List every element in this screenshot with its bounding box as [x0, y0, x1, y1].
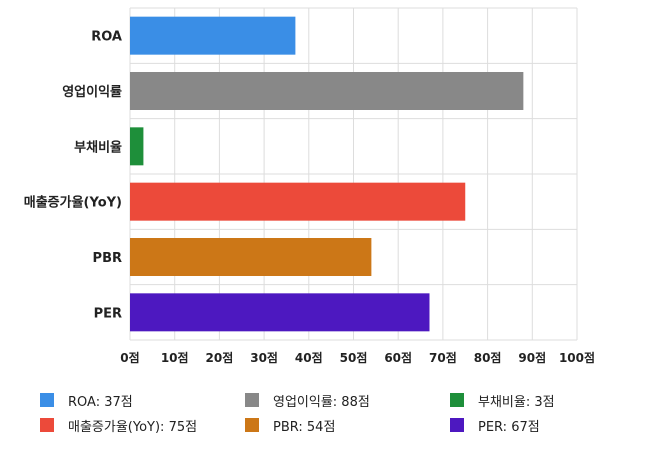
legend-swatch	[40, 418, 54, 432]
x-tick-label: 10점	[161, 350, 189, 365]
legend-swatch	[450, 393, 464, 407]
tick-labels: 0점 10점 20점 30점 40점 50점 60점 70점 80점 90점 100점	[120, 350, 595, 365]
bar	[130, 238, 372, 276]
legend-swatch	[450, 418, 464, 432]
legend-item: 매출증가율(YoY): 75점	[40, 415, 197, 435]
x-tick-label: 0점	[120, 350, 139, 365]
category-label: PBR	[93, 251, 122, 266]
grid-lines	[129, 7, 578, 341]
legend-item: ROA: 37점	[40, 390, 133, 410]
x-tick-label: 30점	[250, 350, 278, 365]
category-label: PER	[94, 306, 122, 321]
legend-label: PER: 67점	[478, 419, 540, 435]
bars	[130, 16, 524, 332]
legend-label: PBR: 54점	[273, 419, 336, 435]
x-tick-label: 60점	[384, 350, 412, 365]
legend-item: 부채비율: 3점	[450, 390, 555, 410]
bar	[130, 127, 144, 166]
x-tick-label: 70점	[429, 350, 457, 365]
legend-item: 영업이익률: 88점	[245, 390, 370, 410]
x-tick-label: 20점	[206, 350, 234, 365]
legend-label: 부채비율: 3점	[478, 394, 555, 410]
category-label: 영업이익률	[62, 84, 122, 100]
x-tick-label: 40점	[295, 350, 323, 365]
bar	[130, 16, 296, 55]
category-label: 부채비율	[74, 139, 122, 155]
category-label: ROA	[91, 30, 122, 45]
legend-item: PBR: 54점	[245, 415, 335, 435]
legend-label: 매출증가율(YoY): 75점	[68, 419, 198, 435]
legend-label: ROA: 37점	[68, 394, 133, 410]
category-label: 매출증가율(YoY)	[24, 195, 122, 211]
legend-swatch	[245, 418, 259, 432]
legend-swatch	[245, 393, 259, 407]
bar	[130, 293, 430, 332]
bar	[130, 72, 524, 110]
legend-label: 영업이익률: 88점	[273, 394, 370, 410]
x-tick-label: 100점	[559, 350, 595, 365]
x-tick-label: 50점	[340, 350, 368, 365]
x-tick-label: 90점	[518, 350, 546, 365]
x-tick-label: 80점	[474, 350, 502, 365]
bar	[130, 182, 466, 221]
legend-swatch	[40, 393, 54, 407]
legend-item: PER: 67점	[450, 415, 540, 435]
